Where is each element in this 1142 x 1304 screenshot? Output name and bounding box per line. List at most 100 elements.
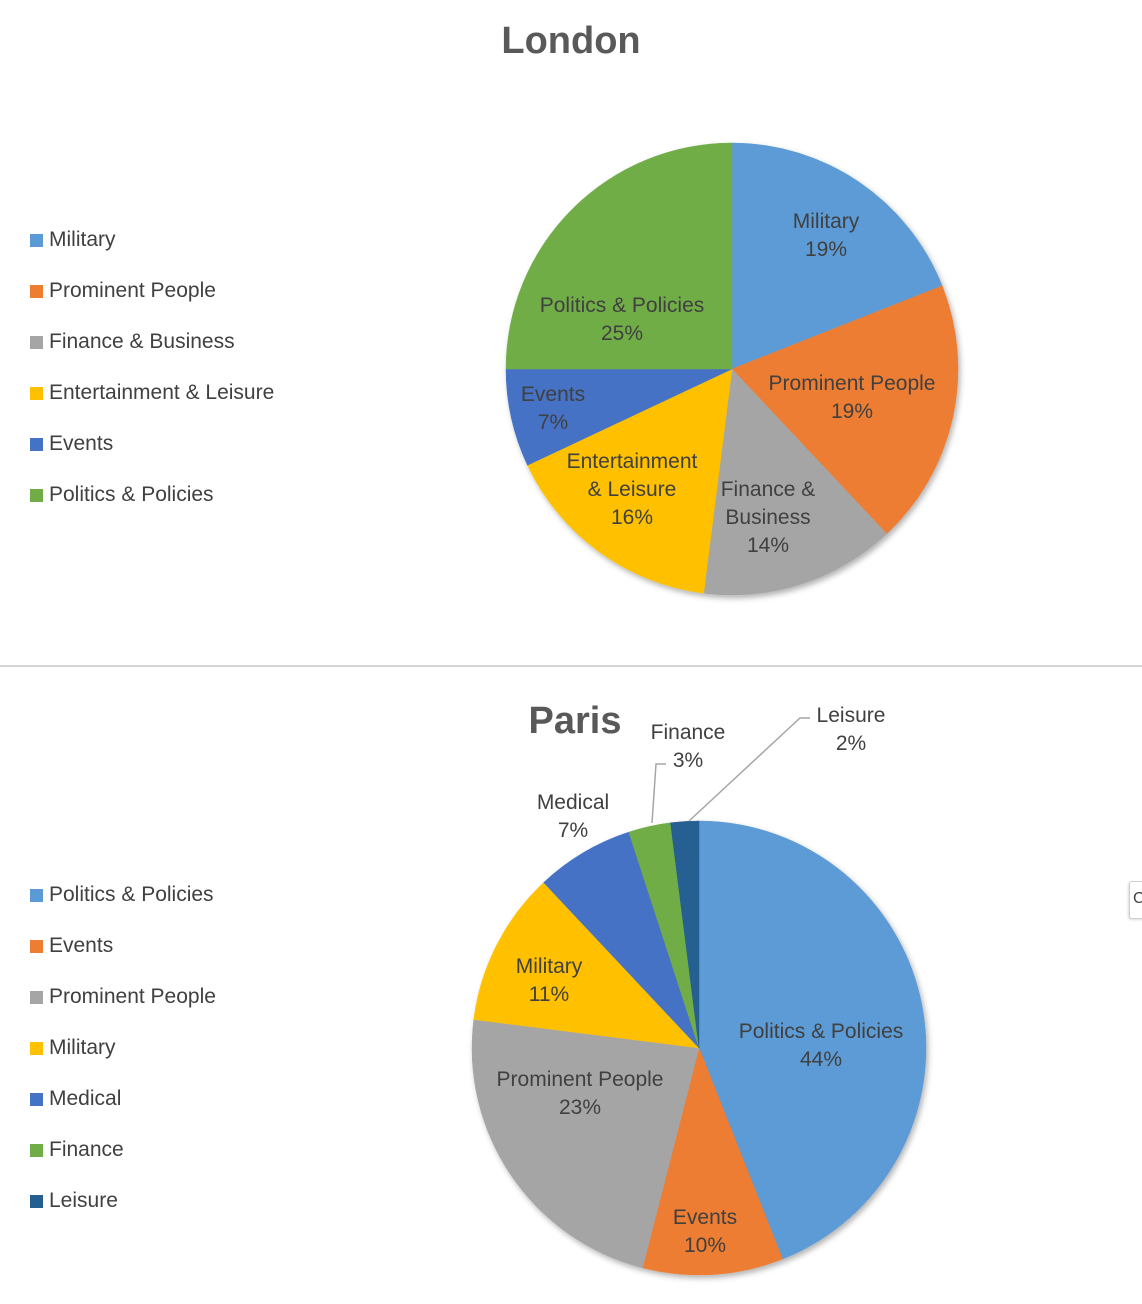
slice-label-line: Politics & Policies [739,1020,904,1043]
slice-label-line: 25% [601,322,643,345]
legend-item: Politics & Policies [30,483,274,534]
legend-swatch [30,285,43,298]
slice-label: Military 19% [793,210,860,261]
legend-swatch [30,438,43,451]
legend-item: Military [30,1036,216,1087]
slice-label: Leisure 2% [817,704,886,755]
pie-slice [471,1019,700,1269]
legend-label: Entertainment & Leisure [49,381,275,404]
slice-label-line: Events [673,1206,737,1229]
legend-label: Events [49,934,114,957]
slice-label-line: Military [793,210,860,233]
slice-label-line: 19% [805,238,847,261]
slice-label-line: Finance [651,721,726,744]
legend-label: Finance [49,1138,124,1161]
chart-title: Paris [528,700,622,742]
paris-chart-panel: Paris Politics & Policies Events Promine… [0,667,1142,1304]
pie-slice [698,820,927,1260]
slice-label-line: Finance & [721,478,816,501]
pie-slices [505,142,959,596]
slice-label: Entertainment & Leisure 16% [567,450,698,529]
slice-label-line: Military [516,955,583,978]
legend-label: Politics & Policies [49,883,214,906]
london-chart-panel: London Military Prominent People Finance… [30,20,959,596]
legend-item: Prominent People [30,279,274,330]
slice-label-line: 2% [836,732,866,755]
pie-slice [670,820,700,1049]
slice-label: Events 10% [673,1206,737,1257]
legend-swatch [30,336,43,349]
slice-label-line: 23% [559,1096,601,1119]
slice-label-line: Prominent People [769,372,936,395]
legend-swatch [30,1042,43,1055]
legend-item: Events [30,934,216,985]
slice-label-line: Entertainment [567,450,698,473]
slice-label-line: 14% [747,534,789,557]
legend-label: Military [49,1036,116,1059]
pie-slice [731,142,943,370]
legend-label: Leisure [49,1189,118,1212]
edge-tab-glyph: C [1133,890,1142,907]
legend-label: Prominent People [49,279,216,302]
slice-label-line: 7% [558,819,588,842]
pie-slice [642,1047,783,1276]
legend-item: Politics & Policies [30,883,216,934]
pie-slice [731,285,959,535]
slice-label: Politics & Policies 44% [739,1020,904,1071]
legend-swatch [30,489,43,502]
legend-swatch [30,940,43,953]
slice-label: Military 11% [516,955,583,1006]
chart-title: London [501,20,641,62]
legend-item: Finance [30,1138,216,1189]
legend-swatch [30,889,43,902]
legend: Politics & Policies Events Prominent Peo… [30,883,216,1240]
pie-slices [471,820,927,1276]
legend: Military Prominent People Finance & Busi… [30,228,274,534]
slice-label: Prominent People 23% [497,1068,664,1119]
slice-label-line: Prominent People [497,1068,664,1091]
divider [0,665,1142,667]
london-pie-chart: Military 19% Prominent People 19% Finance & B… [505,142,959,596]
slice-label: Medical 7% [537,791,609,842]
slice-label-line: Medical [537,791,609,814]
pie-slice [527,368,733,594]
legend-item: Events [30,432,274,483]
slice-label: Events 7% [521,383,585,434]
slice-label-line: 19% [831,400,873,423]
legend-label: Politics & Policies [49,483,214,506]
slice-label: Finance & Business 14% [721,478,816,557]
edge-tab[interactable]: C [1129,881,1142,919]
slice-label-line: Business [725,506,810,529]
legend-label: Finance & Business [49,330,235,353]
legend-swatch [30,1195,43,1208]
slice-label-line: & Leisure [588,478,677,501]
slice-label-line: 11% [529,983,569,1006]
pie-slice [505,142,733,370]
slice-label-line: 16% [611,506,653,529]
legend-label: Events [49,432,114,455]
paris-pie-chart: Politics & Policies 44% Events 10% Prominent… [471,704,927,1276]
slice-label-line: Events [521,383,585,406]
legend-label: Prominent People [49,985,216,1008]
slice-label: Politics & Policies 25% [540,294,705,345]
slice-label-line: Politics & Policies [540,294,705,317]
leader-line [651,763,666,824]
pie-slice [473,882,700,1049]
slice-label-line: 7% [538,411,568,434]
legend-item: Finance & Business [30,330,274,381]
legend-swatch [30,1093,43,1106]
slice-label-line: Leisure [817,704,886,727]
legend-label: Medical [49,1087,122,1110]
slice-label: Prominent People 19% [769,372,936,423]
legend-item: Prominent People [30,985,216,1036]
slice-label: Finance 3% [651,721,726,772]
leader-line [688,717,810,822]
legend-swatch [30,1144,43,1157]
legend-item: Military [30,228,274,279]
legend-item: Entertainment & Leisure [30,381,274,432]
legend-item: Leisure [30,1189,216,1240]
slice-label-line: 44% [800,1048,842,1071]
legend-swatch [30,991,43,1004]
slice-label-line: 3% [673,749,703,772]
legend-swatch [30,234,43,247]
